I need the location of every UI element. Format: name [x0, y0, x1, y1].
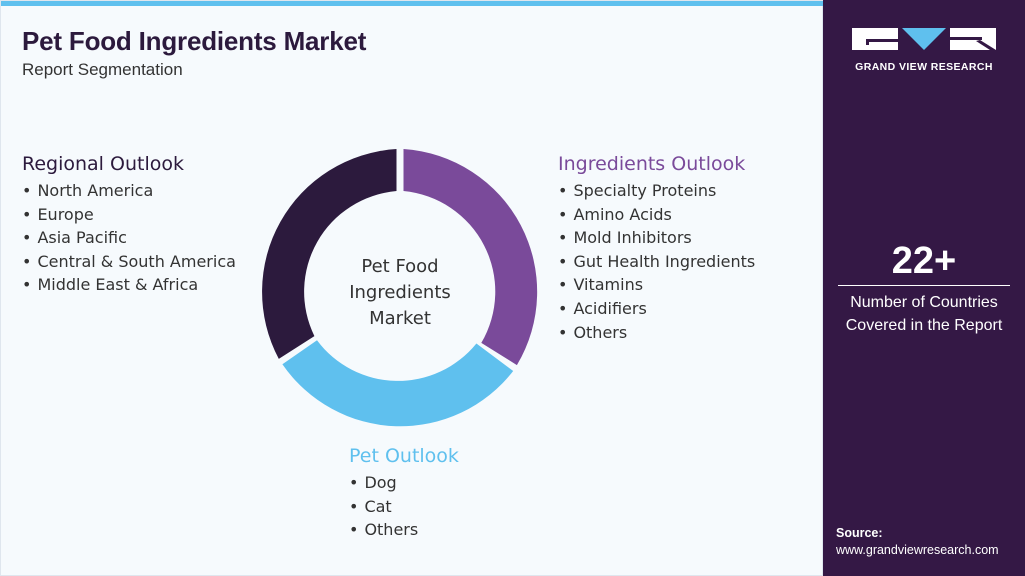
pet-outlook-heading: Pet Outlook — [349, 445, 459, 467]
regional-outlook-list: North America Europe Asia Pacific Centra… — [22, 179, 236, 297]
list-item: North America — [22, 179, 236, 203]
donut-center-label: Pet Food Ingredients Market — [320, 254, 480, 332]
page-title: Pet Food Ingredients Market — [22, 26, 367, 56]
donut-segment-pet — [282, 340, 514, 427]
list-item: Cat — [349, 495, 459, 519]
list-item: Specialty Proteins — [558, 179, 755, 203]
stat-label: Number of Countries Covered in the Repor… — [823, 291, 1025, 337]
stat-label-line: Number of Countries — [850, 294, 998, 311]
pet-outlook-list: Dog Cat Others — [349, 471, 459, 542]
center-label-line: Market — [369, 308, 431, 329]
segment-donut — [262, 149, 538, 427]
list-item: Dog — [349, 471, 459, 495]
source-url: www.grandviewresearch.com — [836, 543, 999, 557]
center-label-line: Ingredients — [349, 282, 451, 303]
list-item: Europe — [22, 203, 236, 227]
donut-segment-ingredients — [403, 149, 538, 366]
source-label: Source: — [836, 526, 883, 540]
center-label-line: Pet Food — [361, 256, 439, 277]
ingredients-outlook-heading: Ingredients Outlook — [558, 153, 746, 175]
top-accent-bar — [1, 1, 824, 6]
list-item: Amino Acids — [558, 203, 755, 227]
list-item: Central & South America — [22, 250, 236, 274]
stat-label-line: Covered in the Report — [845, 317, 1003, 334]
page-subtitle: Report Segmentation — [22, 60, 183, 79]
regional-outlook: Regional Outlook North America Europe As… — [22, 153, 236, 297]
sidebar — [823, 0, 1025, 576]
grand-view-research-logo-icon — [852, 28, 996, 50]
list-item: Middle East & Africa — [22, 273, 236, 297]
list-item: Gut Health Ingredients — [558, 250, 755, 274]
logo-wordmark: GRAND VIEW RESEARCH — [855, 61, 993, 73]
ingredients-outlook-list: Specialty Proteins Amino Acids Mold Inhi… — [558, 179, 755, 344]
ingredients-outlook: Ingredients Outlook Specialty Proteins A… — [558, 153, 755, 344]
regional-outlook-heading: Regional Outlook — [22, 153, 184, 175]
pet-outlook: Pet Outlook Dog Cat Others — [349, 445, 459, 542]
list-item: Others — [349, 518, 459, 542]
stat-divider — [838, 285, 1010, 286]
list-item: Acidifiers — [558, 297, 755, 321]
donut-segment-regional — [262, 149, 397, 359]
stat-value: 22+ — [891, 240, 957, 282]
list-item: Asia Pacific — [22, 226, 236, 250]
list-item: Others — [558, 321, 755, 345]
list-item: Mold Inhibitors — [558, 226, 755, 250]
list-item: Vitamins — [558, 273, 755, 297]
